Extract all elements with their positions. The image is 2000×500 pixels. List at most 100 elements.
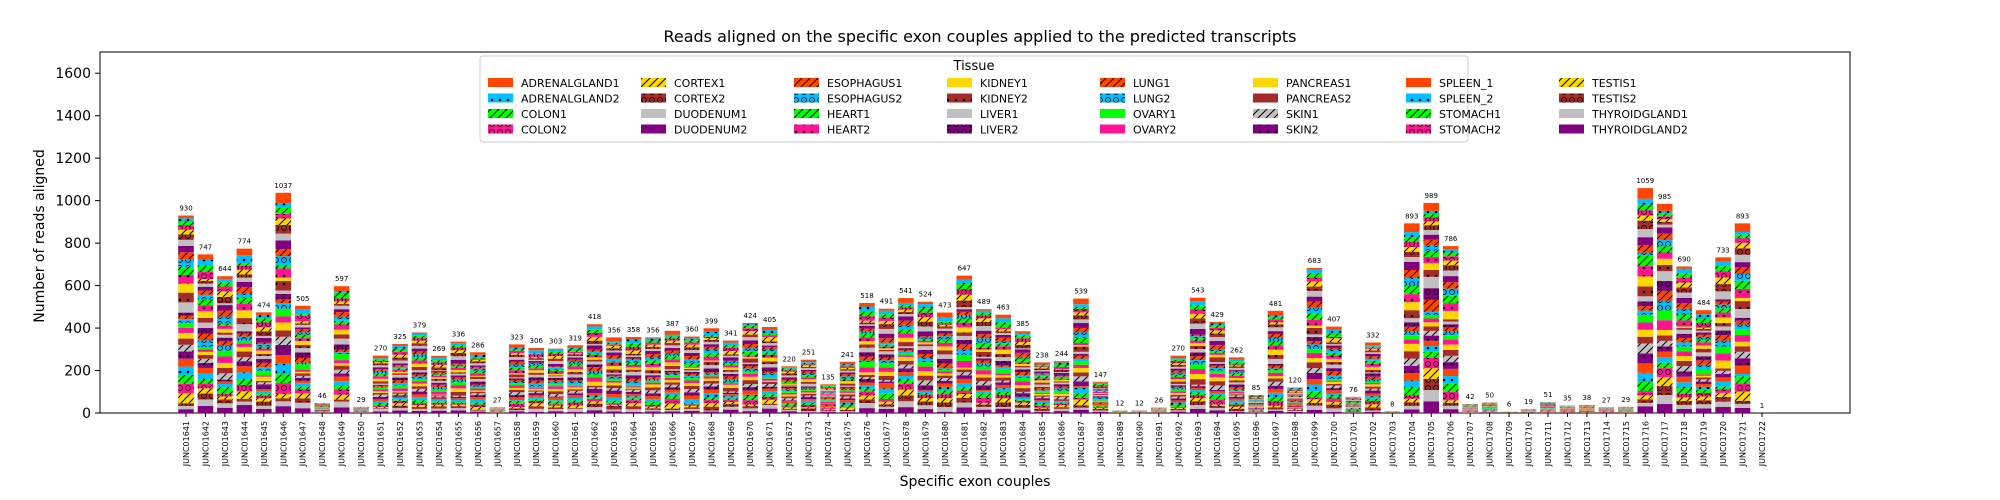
bar-segment — [1656, 252, 1673, 259]
bar-segment — [1695, 369, 1712, 375]
bar-segment — [664, 411, 681, 413]
bar-segment — [1345, 411, 1362, 413]
legend-swatch — [488, 78, 513, 87]
x-tick-label: JUNC01669 — [727, 421, 736, 467]
bar-segment — [1014, 341, 1031, 345]
bar-segment — [956, 314, 973, 319]
bar-segment — [528, 403, 545, 407]
bar-segment — [1676, 360, 1692, 367]
bar-segment — [1267, 376, 1284, 379]
bar-segment — [684, 389, 700, 393]
bar-segment — [450, 373, 467, 376]
bar-segment — [1715, 312, 1731, 318]
bar-segment — [703, 373, 720, 375]
legend-item: PANCREAS1 — [1253, 77, 1351, 90]
bar-segment — [275, 308, 292, 317]
x-tick-label: JUNC01694 — [1213, 421, 1222, 467]
bar-JUNC01652 — [392, 343, 408, 413]
bar-segment — [1189, 328, 1206, 335]
bar-segment — [372, 408, 389, 412]
bar-segment — [937, 394, 953, 399]
bar-segment — [1189, 334, 1206, 337]
bar-segment — [898, 298, 914, 303]
legend-label: ESOPHAGUS1 — [827, 77, 902, 90]
legend-label: STOMACH1 — [1439, 108, 1501, 121]
bar-segment — [761, 357, 778, 362]
bar-segment — [547, 396, 564, 398]
bar-segment — [1676, 320, 1692, 327]
legend-item: LUNG2 — [1100, 93, 1170, 106]
bar-segment — [606, 344, 622, 346]
bar-segment — [294, 398, 311, 403]
bar-segment — [567, 353, 583, 355]
bar-segment — [1287, 395, 1303, 397]
bar-segment — [1287, 404, 1303, 406]
bar-segment — [1695, 323, 1712, 328]
bar-segment — [937, 358, 953, 364]
bar-segment — [197, 349, 214, 352]
legend-swatch — [1406, 124, 1431, 134]
bar-segment — [761, 391, 778, 395]
bar-segment — [1189, 364, 1206, 370]
bar-segment — [1014, 331, 1031, 333]
bar-total-label: 985 — [1658, 193, 1671, 201]
bar-segment — [1267, 405, 1284, 408]
bar-segment — [859, 379, 875, 383]
bar-segment — [723, 360, 739, 362]
bar-JUNC01663 — [606, 337, 622, 413]
bar-segment — [1695, 392, 1712, 397]
bar-segment — [1306, 337, 1323, 342]
bar-segment — [275, 363, 292, 375]
bar-segment — [1170, 379, 1187, 382]
bar-segment — [1228, 366, 1245, 368]
bar-JUNC01667 — [684, 336, 700, 413]
x-tick-label: JUNC01667 — [688, 421, 697, 467]
x-tick-label: JUNC01660 — [552, 421, 561, 467]
bar-segment — [470, 375, 486, 377]
bar-segment — [236, 398, 253, 402]
bar-segment — [1092, 388, 1109, 390]
bar-segment — [1676, 297, 1692, 304]
bar-segment — [450, 385, 467, 389]
bar-segment — [1423, 229, 1440, 235]
bar-segment — [1034, 367, 1050, 369]
bar-segment — [625, 371, 642, 376]
bar-segment — [547, 360, 564, 364]
bar-segment — [547, 366, 564, 368]
bar-segment — [1267, 337, 1284, 342]
bar-segment — [392, 373, 408, 375]
bar-segment — [1734, 365, 1751, 375]
bar-segment — [275, 330, 292, 337]
bar-segment — [761, 352, 778, 355]
bar-segment — [1014, 399, 1031, 401]
bar-JUNC01698 — [1287, 387, 1303, 413]
x-tick-label: JUNC01683 — [999, 421, 1008, 467]
bar-segment — [1656, 346, 1673, 352]
bar-segment — [197, 294, 214, 300]
bar-segment — [1423, 368, 1440, 379]
bar-segment — [1034, 368, 1050, 371]
bar-segment — [1695, 345, 1712, 349]
bar-segment — [1423, 210, 1440, 215]
bar-segment — [761, 335, 778, 337]
bar-segment — [859, 303, 875, 307]
bar-segment — [703, 374, 720, 377]
x-tick-label: JUNC01713 — [1583, 421, 1592, 467]
bar-segment — [1034, 390, 1050, 392]
bar-segment — [1365, 363, 1381, 367]
bar-segment — [1695, 404, 1712, 409]
bar-segment — [1248, 412, 1264, 413]
bar-segment — [217, 328, 233, 333]
bar-segment — [917, 391, 934, 394]
bar-segment — [781, 377, 797, 380]
bar-segment — [1442, 260, 1459, 266]
bar-segment — [1248, 404, 1264, 406]
bar-total-label: 147 — [1094, 371, 1107, 379]
x-tick-label: JUNC01711 — [1544, 421, 1553, 467]
bar-segment — [178, 221, 194, 226]
bar-segment — [1267, 319, 1284, 323]
bar-segment — [1423, 335, 1440, 341]
bar-segment — [1326, 336, 1342, 339]
bar-segment — [392, 345, 408, 349]
bar-segment — [1073, 342, 1089, 346]
